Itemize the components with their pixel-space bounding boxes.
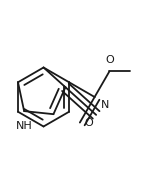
Text: N: N — [101, 100, 110, 110]
Text: O: O — [85, 118, 94, 127]
Text: NH: NH — [16, 121, 33, 131]
Text: O: O — [105, 55, 114, 65]
